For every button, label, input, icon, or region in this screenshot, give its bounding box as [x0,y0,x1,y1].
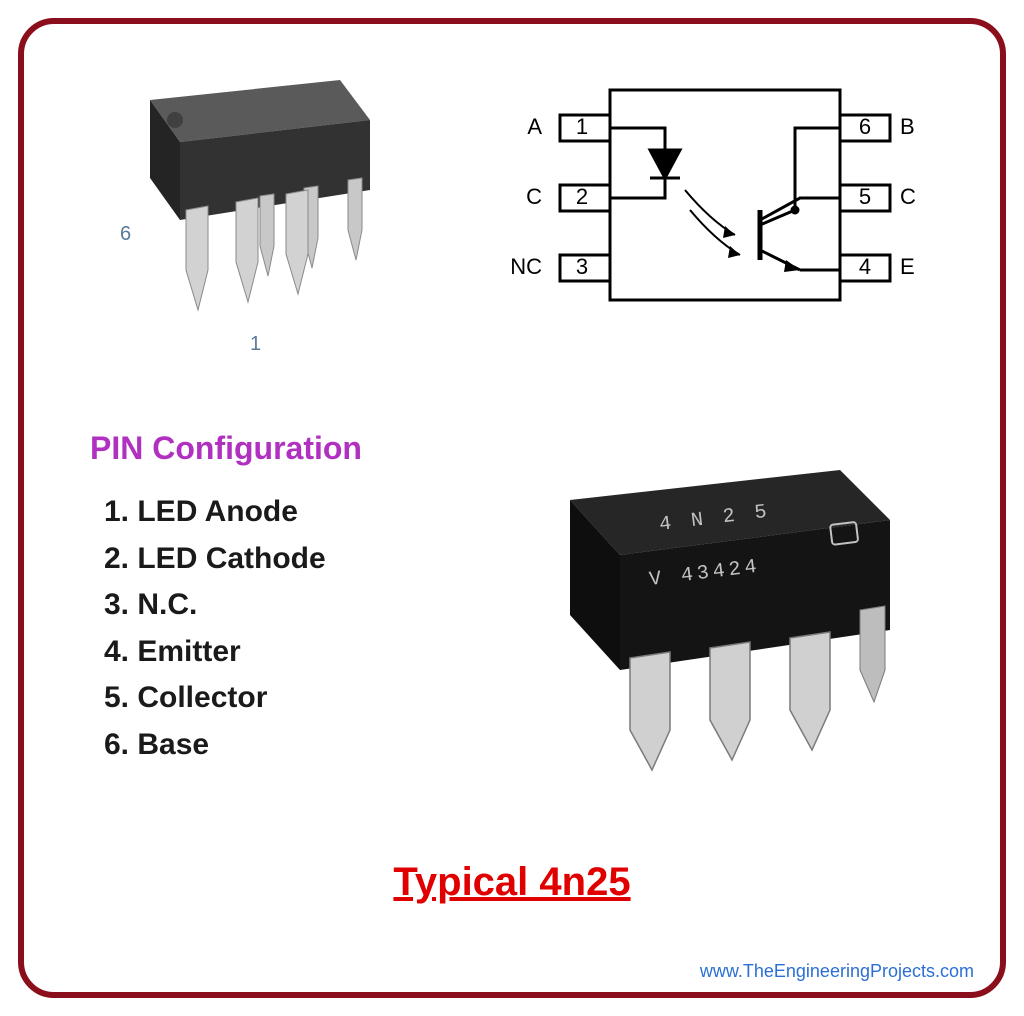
chip3d-pin6-label: 6 [120,223,131,245]
schematic-diagram: 1 2 3 A C NC 6 5 4 B C E [500,70,920,330]
pin5-num: 5 [859,184,871,209]
pin-config-item: 3. N.C. [104,582,490,629]
pin6-lbl: B [900,114,915,139]
pin4-lbl: E [900,254,915,279]
pin-config-block: PIN Configuration 1. LED Anode 2. LED Ca… [90,430,490,768]
figure-title: Typical 4n25 [0,860,1024,905]
chip-3d-render: 6 1 [90,60,410,360]
pin-config-list: 1. LED Anode 2. LED Cathode 3. N.C. 4. E… [90,489,490,768]
pin-config-heading: PIN Configuration [90,430,490,467]
pin-config-item: 4. Emitter [104,629,490,676]
pin-config-item: 6. Base [104,722,490,769]
pin1-num: 1 [576,114,588,139]
pin3-num: 3 [576,254,588,279]
chip3d-pin1-label: 1 [250,333,261,355]
pin3-lbl: NC [510,254,542,279]
pin4-num: 4 [859,254,871,279]
pin2-num: 2 [576,184,588,209]
pin-config-item: 2. LED Cathode [104,536,490,583]
pin1-lbl: A [527,114,542,139]
pin-config-item: 1. LED Anode [104,489,490,536]
pin-config-item: 5. Collector [104,675,490,722]
pin2-lbl: C [526,184,542,209]
credit-link: www.TheEngineeringProjects.com [700,961,974,982]
figure-title-text: Typical 4n25 [393,860,630,904]
pin6-num: 6 [859,114,871,139]
chip-photo: 4 N 2 5 V 43424 [540,430,920,790]
pin5-lbl: C [900,184,916,209]
